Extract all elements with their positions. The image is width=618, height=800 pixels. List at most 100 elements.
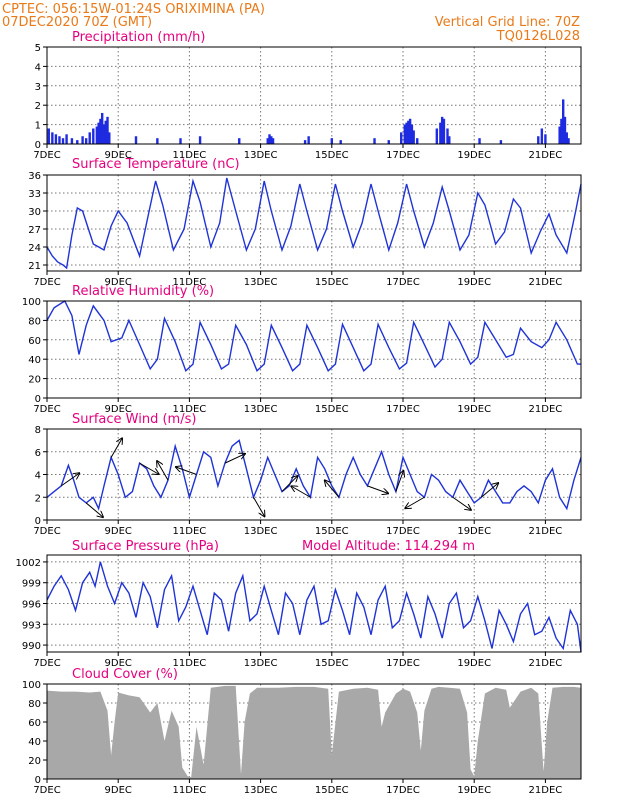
cloud-xtick-label: 17DEC: [386, 785, 420, 796]
cloud-panel: 0 20 40 60 80 100 7DEC 9DEC 11DEC 13DEC 15DEC 17DEC…: [22, 680, 582, 796]
rh-xtick-label: 7DEC: [33, 404, 60, 415]
precip-bar: [408, 118, 412, 144]
precip-xtick-label: 15DEC: [315, 150, 349, 161]
precip-bar: [97, 122, 100, 144]
precip-bar: [403, 124, 406, 144]
rh-xtick-label: 13DEC: [244, 404, 278, 415]
wind-xtick-label: 11DEC: [173, 526, 207, 537]
precip-bar: [339, 140, 342, 144]
pres-title: Surface Pressure (hPa): [72, 539, 219, 554]
temp-xtick-label: 21DEC: [529, 277, 563, 288]
temp-title: Surface Temperature (nC): [72, 157, 240, 172]
rh-series-line: [46, 299, 581, 373]
rh-xtick-label: 19DEC: [457, 404, 491, 415]
precip-ytick-label: 5: [35, 43, 41, 54]
wind-arrow: [452, 496, 471, 510]
precip-bar: [435, 128, 439, 144]
cloud-xtick-label: 21DEC: [529, 785, 563, 796]
precip-xtick-label: 7DEC: [33, 150, 60, 161]
cloud-xtick-label: 9DEC: [105, 785, 132, 796]
wind-xtick-label: 15DEC: [315, 526, 349, 537]
precip-bar: [407, 120, 410, 144]
wind-xtick-label: 17DEC: [386, 526, 420, 537]
precip-ytick-label: 0: [35, 140, 41, 151]
precip-bar: [104, 120, 107, 144]
cloud-xtick-label: 19DEC: [457, 785, 491, 796]
wind-arrow: [85, 502, 103, 517]
wind-xtick-label: 13DEC: [244, 526, 278, 537]
precip-bar: [478, 138, 481, 144]
temp-ytick-label: 21: [28, 261, 41, 272]
precip-bar: [499, 140, 503, 144]
wind-arrow: [253, 496, 264, 516]
rh-xtick-label: 11DEC: [173, 404, 207, 415]
precip-xtick-label: 9DEC: [105, 150, 132, 161]
rh-title: Relative Humidity (%): [72, 284, 214, 299]
precip-bar: [61, 138, 65, 144]
rh-ytick-label: 40: [28, 355, 41, 366]
wind-arrow: [405, 496, 425, 508]
pres-panel: 990 993 996 999 1002 7DEC 9DEC 11DEC 13DEC 15DEC 1…: [16, 554, 582, 669]
header-line1-right: Vertical Grid Line: 70Z: [435, 15, 580, 30]
precip-bar: [307, 136, 310, 144]
wind-arrow: [157, 461, 169, 481]
precip-bar: [560, 118, 563, 144]
wind-ytick-label: 6: [35, 448, 41, 459]
wind-ytick-label: 2: [35, 493, 41, 504]
precip-bar: [58, 136, 61, 144]
rh-xtick-label: 17DEC: [386, 404, 420, 415]
precip-ytick-label: 3: [35, 82, 41, 93]
pres-xtick-label: 19DEC: [457, 658, 491, 669]
precip-bar: [81, 136, 84, 144]
pres-xtick-label: 21DEC: [529, 658, 563, 669]
precip-bar: [100, 112, 104, 144]
wind-arrow: [224, 454, 245, 464]
temp-frame: [46, 174, 582, 272]
precip-bar: [440, 116, 444, 144]
precip-bar: [558, 126, 561, 144]
precip-bar: [271, 138, 275, 144]
precip-bar: [179, 138, 182, 144]
wind-xtick-label: 19DEC: [457, 526, 491, 537]
precip-bar: [416, 138, 419, 144]
precip-bar: [562, 99, 565, 144]
wind-panel: 0 2 4 6 8 7DEC 9DEC 11DEC 13DEC 15DEC 17DEC 19DEC 21…: [33, 425, 582, 537]
pres-xtick-label: 11DEC: [173, 658, 207, 669]
rh-ytick-label: 20: [28, 375, 41, 386]
precip-xtick-label: 17DEC: [386, 150, 420, 161]
precip-panel: 0 1 2 3 4 5 7DEC 9DEC 11DEC 13DEC 15DEC 17DEC 19DEC 2…: [33, 43, 582, 161]
wind-arrow: [291, 486, 311, 498]
precip-bar: [537, 136, 540, 144]
wind-arrow: [367, 485, 388, 494]
rh-xtick-label: 15DEC: [315, 404, 349, 415]
pres-xtick-label: 9DEC: [105, 658, 132, 669]
cloud-ytick-label: 80: [28, 699, 41, 710]
precip-xtick-label: 13DEC: [244, 150, 278, 161]
wind-title: Surface Wind (m/s): [72, 412, 196, 427]
pres-ytick-label: 999: [22, 579, 41, 590]
precip-bar: [330, 138, 333, 144]
cloud-ytick-label: 100: [22, 680, 41, 691]
precip-bar: [102, 124, 106, 144]
precip-bar: [266, 138, 269, 144]
header-line2-left: 07DEC2020 70Z (GMT): [2, 15, 152, 30]
cloud-cover-area: [47, 685, 581, 779]
precip-bar: [565, 132, 568, 144]
temp-xtick-label: 19DEC: [457, 277, 491, 288]
temp-ytick-label: 36: [28, 171, 41, 182]
precip-bar: [106, 116, 109, 144]
cloud-xtick-label: 13DEC: [244, 785, 278, 796]
cloud-title: Cloud Cover (%): [72, 667, 178, 682]
precip-ytick-label: 1: [35, 121, 41, 132]
temp-xtick-label: 9DEC: [105, 277, 132, 288]
pres-xtick-label: 7DEC: [33, 658, 60, 669]
wind-ytick-label: 8: [35, 425, 41, 436]
precip-bar: [563, 116, 567, 144]
precip-bar: [303, 140, 307, 144]
cloud-ytick-label: 40: [28, 737, 41, 748]
cloud-ytick-label: 20: [28, 756, 41, 767]
wind-xtick-label: 21DEC: [529, 526, 563, 537]
precip-bar: [76, 140, 79, 144]
rh-xtick-label: 21DEC: [529, 404, 563, 415]
